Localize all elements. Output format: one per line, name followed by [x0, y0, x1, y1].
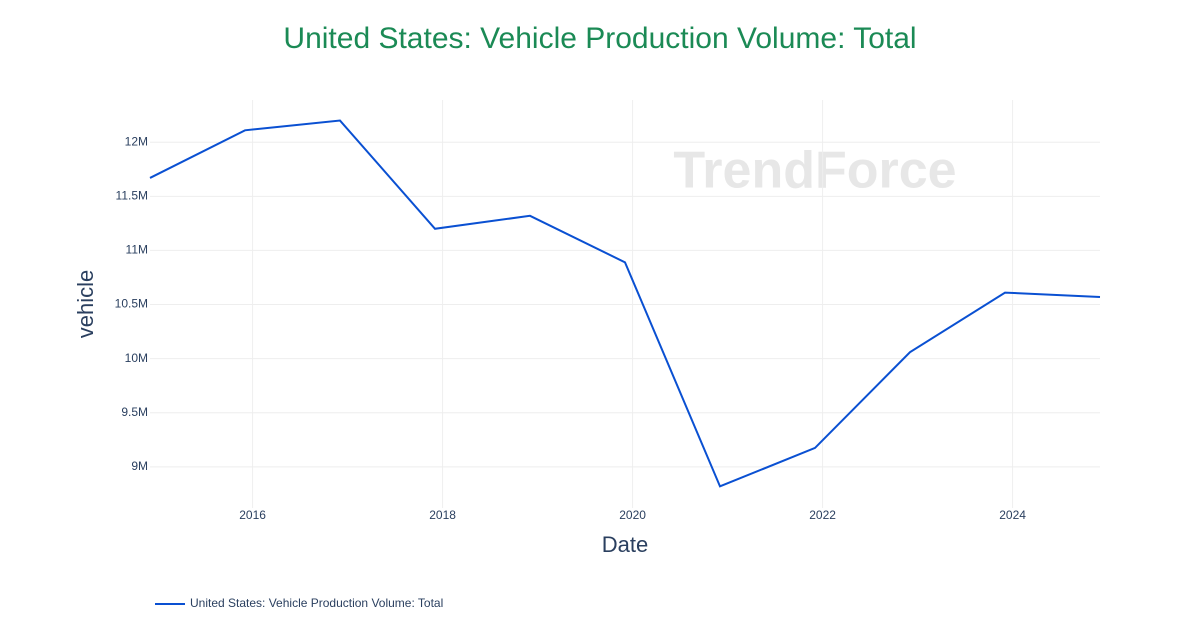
data-line	[149, 119, 1101, 488]
legend-label: United States: Vehicle Production Volume…	[190, 596, 443, 610]
x-axis-title: Date	[602, 532, 648, 557]
y-axis-title: vehicle	[73, 270, 98, 338]
x-tick-label: 2022	[809, 508, 836, 522]
y-tick-label: 9M	[131, 459, 148, 473]
x-tick-label: 2016	[239, 508, 266, 522]
x-tick-label: 2024	[999, 508, 1026, 522]
y-tick-label: 12M	[125, 134, 148, 148]
watermark: TrendForce	[673, 142, 956, 200]
x-tick-label: 2018	[429, 508, 456, 522]
y-tick-label: 11.5M	[116, 188, 148, 202]
y-tick-label: 9.5M	[121, 405, 148, 419]
chart-title: United States: Vehicle Production Volume…	[283, 22, 916, 55]
y-tick-label: 10M	[125, 351, 148, 365]
y-tick-label: 10.5M	[115, 297, 148, 311]
x-tick-label: 2020	[619, 508, 646, 522]
y-tick-label: 11M	[126, 243, 148, 257]
